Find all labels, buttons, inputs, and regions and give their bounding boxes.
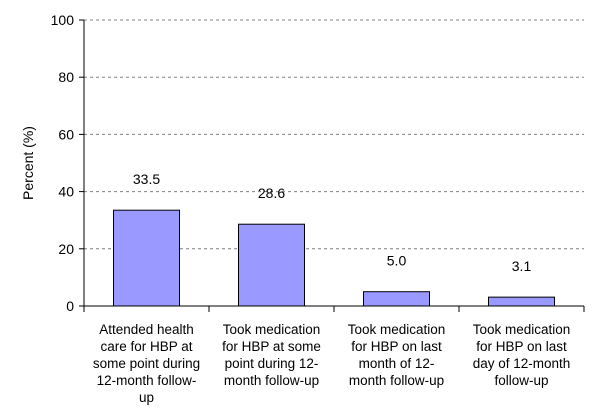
bar bbox=[238, 223, 305, 307]
bar bbox=[113, 209, 180, 307]
category-label-line: up bbox=[139, 390, 154, 405]
category-label-line: Attended health bbox=[99, 322, 194, 337]
category-label-line: Took medication bbox=[223, 322, 321, 337]
category-label-line: day of 12-month bbox=[473, 356, 571, 371]
y-tick-label: 20 bbox=[58, 241, 74, 257]
category-label-line: follow-up bbox=[494, 373, 548, 388]
category-label-line: month follow-up bbox=[349, 373, 444, 388]
category-label-line: some point during bbox=[93, 356, 200, 371]
category-label-line: month of 12- bbox=[359, 356, 435, 371]
y-tick-label: 60 bbox=[58, 126, 74, 142]
category-label-line: point during 12- bbox=[225, 356, 319, 371]
y-tick-labels: 0 20 40 60 80 100 bbox=[51, 12, 75, 314]
category-label: Attended health care for HBP at some point… bbox=[93, 322, 200, 405]
bar bbox=[363, 291, 430, 307]
y-tick-label: 100 bbox=[51, 12, 75, 28]
gridlines bbox=[84, 19, 584, 250]
y-tick-label: 0 bbox=[66, 298, 74, 314]
category-label-line: for HBP on last bbox=[476, 339, 567, 354]
category-label-line: for HBP at some bbox=[222, 339, 321, 354]
category-label: Took medication for HBP at some point duri… bbox=[222, 322, 321, 388]
category-label-line: Took medication bbox=[348, 322, 446, 337]
category-label-line: care for HBP at bbox=[100, 339, 192, 354]
category-label-line: for HBP on last bbox=[351, 339, 442, 354]
y-tick-label: 40 bbox=[58, 184, 74, 200]
y-tick-label: 80 bbox=[58, 69, 74, 85]
category-label-line: 12-month follow- bbox=[97, 373, 197, 388]
bar bbox=[488, 296, 555, 307]
axes bbox=[79, 19, 585, 312]
category-labels: Attended health care for HBP at some point… bbox=[93, 322, 570, 405]
category-label: Took medication for HBP on last day of 12-… bbox=[473, 322, 571, 388]
y-axis-title: Percent (%) bbox=[20, 126, 36, 200]
category-label: Took medication for HBP on last month of 1… bbox=[348, 322, 446, 388]
data-label: 33.5 bbox=[133, 171, 160, 187]
category-label-line: month follow-up bbox=[224, 373, 319, 388]
data-label: 3.1 bbox=[512, 258, 532, 274]
data-label: 28.6 bbox=[258, 185, 285, 201]
category-label-line: Took medication bbox=[473, 322, 571, 337]
data-label: 5.0 bbox=[387, 253, 407, 269]
data-labels: 33.5 28.6 5.0 3.1 bbox=[133, 171, 532, 274]
bars bbox=[113, 209, 555, 307]
